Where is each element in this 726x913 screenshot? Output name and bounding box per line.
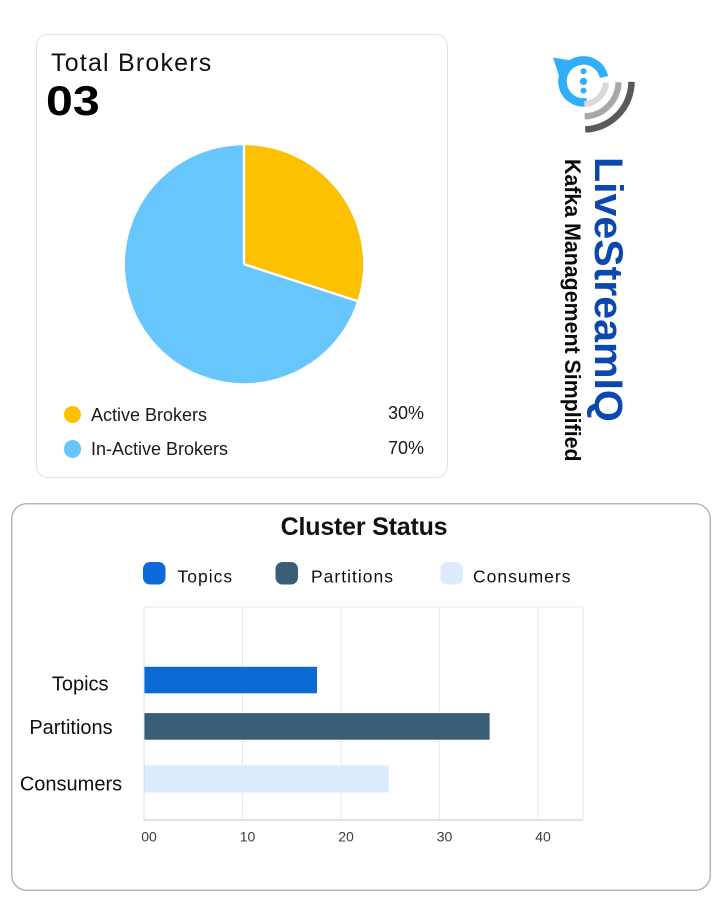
svg-text:10: 10 (240, 829, 256, 845)
svg-text:Topics: Topics (52, 673, 109, 695)
svg-text:Cluster Status: Cluster Status (281, 513, 448, 541)
svg-text:Partitions: Partitions (29, 717, 112, 739)
svg-text:Consumers: Consumers (20, 774, 122, 796)
svg-text:Consumers: Consumers (473, 566, 571, 586)
svg-text:20: 20 (338, 829, 354, 845)
svg-text:Topics: Topics (178, 566, 234, 586)
svg-text:00: 00 (141, 829, 157, 845)
svg-text:40: 40 (535, 829, 551, 845)
svg-text:Partitions: Partitions (311, 566, 394, 586)
svg-text:30: 30 (437, 829, 453, 845)
